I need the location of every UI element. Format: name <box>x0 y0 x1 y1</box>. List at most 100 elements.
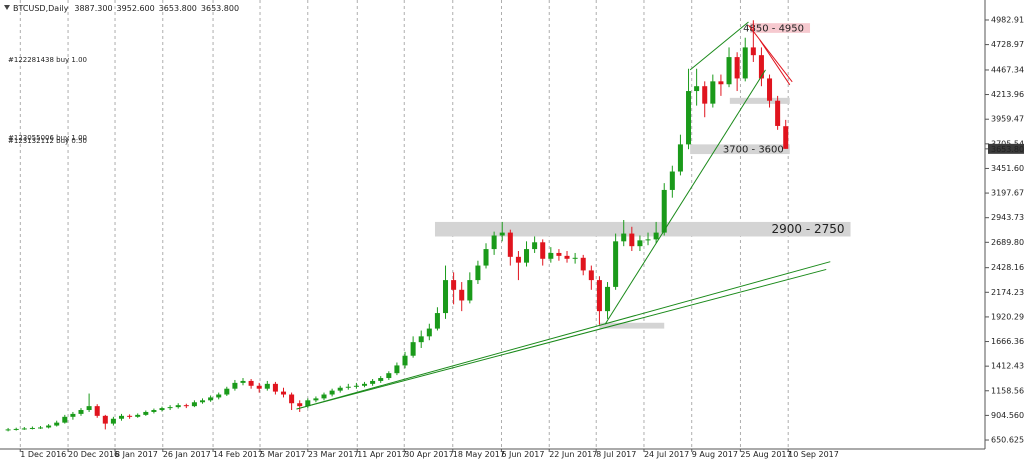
candle-body <box>386 373 392 379</box>
x-tick-label: 25 Aug 2017 <box>740 450 791 459</box>
candle-body <box>94 406 100 416</box>
candle-body <box>256 385 262 389</box>
candle-body <box>151 410 157 412</box>
candle-body <box>532 242 538 250</box>
candle-body <box>289 394 295 404</box>
candle-body <box>605 286 611 312</box>
y-tick-label: 4213.965 <box>991 90 1024 99</box>
candle-body <box>694 86 700 92</box>
candle-body <box>329 390 335 395</box>
candle-body <box>191 402 197 407</box>
candle-body <box>337 387 343 391</box>
trendline <box>689 21 749 71</box>
zone <box>690 144 790 155</box>
zone-label: 4850 - 4950 <box>743 24 804 35</box>
candle-body <box>305 400 311 407</box>
candle-body <box>483 249 489 266</box>
y-tick-label: 2943.735 <box>991 213 1024 222</box>
zone <box>729 97 790 104</box>
chart-title: BTCUSD,Daily <box>13 4 69 13</box>
candle-body <box>596 280 602 312</box>
candle-body <box>272 383 278 392</box>
candle-body <box>645 239 651 241</box>
candle-body <box>240 380 246 383</box>
menu-triangle[interactable] <box>4 5 10 10</box>
candle-body <box>613 241 619 287</box>
y-tick-label: 2428.165 <box>991 263 1024 272</box>
candle-body <box>758 55 764 79</box>
candle-body <box>297 403 303 407</box>
x-tick-label: 30 Apr 2017 <box>404 450 453 459</box>
candle-body <box>199 400 206 403</box>
x-tick-label: 10 Sep 2017 <box>788 450 839 459</box>
candle-body <box>345 386 351 388</box>
candle-body <box>110 418 116 424</box>
candle-body <box>183 405 189 407</box>
y-tick-label: 4467.340 <box>991 65 1024 74</box>
trendline <box>296 268 827 410</box>
trendline <box>759 39 791 86</box>
candle-body <box>5 429 11 431</box>
chart-header: BTCUSD,Daily 3887.300 3952.600 3653.800 3653… <box>13 4 239 13</box>
candle-body <box>629 233 635 247</box>
candle-body <box>62 416 68 423</box>
y-tick-label: 1666.365 <box>991 337 1024 346</box>
zone-label: 2900 - 2750 <box>771 222 844 236</box>
order-label: #122281438 buy 1.00 <box>8 56 87 64</box>
candle-body <box>491 235 497 250</box>
candle-body <box>686 91 692 145</box>
x-tick-label: 6 Jun 2017 <box>501 450 544 459</box>
candle-body <box>118 415 125 419</box>
candle-body <box>232 382 238 389</box>
candle-body <box>459 289 465 301</box>
candle-body <box>418 336 424 343</box>
candle-body <box>564 255 570 259</box>
current-price-label: 3653.800 <box>991 145 1024 154</box>
y-tick-label: 3705.540 <box>991 139 1024 148</box>
candle-body <box>224 388 230 395</box>
x-tick-label: 9 Aug 2017 <box>692 450 738 459</box>
x-tick-label: 11 Apr 2017 <box>357 450 406 459</box>
candle-body <box>499 232 505 236</box>
candle-body <box>669 171 675 190</box>
candle-body <box>86 406 92 411</box>
candle-body <box>540 242 546 259</box>
candle-body <box>572 257 578 259</box>
y-tick-label: 1920.295 <box>991 312 1024 321</box>
candle-body <box>37 427 44 429</box>
candle-body <box>767 78 773 101</box>
candle-body <box>710 81 716 104</box>
y-tick-label: 1412.430 <box>991 362 1024 371</box>
x-tick-label: 5 Mar 2017 <box>260 450 306 459</box>
x-tick-label: 18 May 2017 <box>453 450 505 459</box>
x-tick-label: 14 Feb 2017 <box>213 450 263 459</box>
candle-body <box>78 410 84 414</box>
candle-body <box>524 249 530 263</box>
trendline <box>604 69 766 325</box>
candle-body <box>54 422 60 426</box>
candle-body <box>46 425 52 428</box>
candle-body <box>216 394 222 398</box>
y-tick-label: 2689.800 <box>991 238 1024 247</box>
x-tick-label: 1 Dec 2016 <box>20 450 66 459</box>
candle-body <box>426 328 432 337</box>
x-tick-label: 22 Jun 2017 <box>549 450 597 459</box>
candle-body <box>353 385 359 387</box>
header-open: 3887.300 <box>74 4 112 13</box>
candle-body <box>734 57 740 79</box>
x-tick-label: 8 Jan 2017 <box>115 450 158 459</box>
order-label: #123055006 buy 1.00 <box>8 134 87 142</box>
y-tick-label: 3451.605 <box>991 164 1024 173</box>
candle-body <box>167 407 173 409</box>
candle-body <box>264 383 270 389</box>
candle-body <box>775 100 781 126</box>
candle-body <box>434 313 440 329</box>
candle-body <box>475 265 481 281</box>
zone <box>750 23 811 33</box>
candle-body <box>378 378 384 381</box>
y-tick-label: 4728.975 <box>991 40 1024 49</box>
candle-body <box>362 383 368 386</box>
candle-body <box>742 47 748 79</box>
